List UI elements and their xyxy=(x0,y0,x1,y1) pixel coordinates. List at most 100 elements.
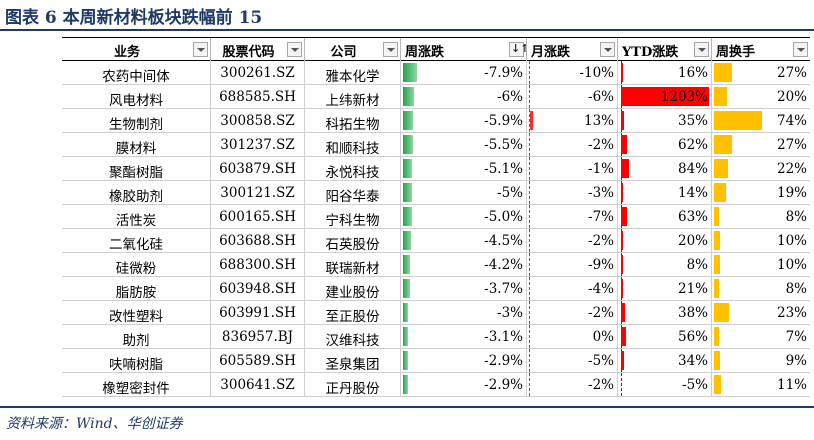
turnover-bar xyxy=(714,159,728,178)
footer-rule xyxy=(0,406,814,408)
filter-dropdown-button[interactable] xyxy=(793,42,808,57)
cell-text: 300641.SZ xyxy=(220,377,295,393)
week-change-bar xyxy=(403,255,410,274)
cell-company: 联瑞新材 xyxy=(304,253,400,276)
ytd-change-bar xyxy=(621,327,626,346)
cell-week-change: -5.0% xyxy=(400,205,526,228)
filter-dropdown-button[interactable] xyxy=(600,42,615,57)
header-turnover: 周换手 xyxy=(711,38,810,61)
cell-text: -2% xyxy=(588,233,614,249)
week-change-bar xyxy=(403,231,411,250)
cell-text: 22% xyxy=(776,161,807,177)
header-industry: 业务 xyxy=(62,38,210,61)
cell-company: 圣泉集团 xyxy=(304,349,400,372)
cell-text: 84% xyxy=(677,161,708,177)
cell-industry: 橡塑密封件 xyxy=(62,373,210,396)
cell-text: 上纬新材 xyxy=(325,93,380,108)
turnover-bar xyxy=(714,231,720,250)
chevron-down-icon xyxy=(797,48,805,52)
cell-turnover: 22% xyxy=(711,157,810,180)
cell-month-change: -2% xyxy=(526,301,617,324)
cell-month-change: -4% xyxy=(526,277,617,300)
figure-title: 图表 6 本周新材料板块跌幅前 15 xyxy=(5,8,263,28)
cell-stock-code: 603991.SH xyxy=(210,301,304,324)
cell-text: 16% xyxy=(677,65,708,81)
cell-text: -5% xyxy=(682,377,708,393)
month-zero-axis xyxy=(529,277,530,300)
cell-turnover: 8% xyxy=(711,277,810,300)
cell-text: 宁科生物 xyxy=(325,213,380,228)
cell-text: -2.9% xyxy=(484,353,523,369)
week-change-bar xyxy=(403,303,408,322)
cell-text: -6% xyxy=(588,89,614,105)
cell-text: 20% xyxy=(776,89,807,105)
cell-ytd-change: 38% xyxy=(617,301,711,324)
cell-text: 300858.SZ xyxy=(220,113,295,129)
cell-text: 836957.BJ xyxy=(221,329,294,345)
turnover-bar xyxy=(714,135,732,154)
week-change-bar xyxy=(403,159,412,178)
cell-month-change: -10% xyxy=(526,61,617,84)
data-table: 业务 股票代码 公司 周涨跌 ↓↑ 月涨跌 YTD涨跌 周换手 农药中间体 300261.SZ 雅… xyxy=(62,37,810,403)
cell-text: -5% xyxy=(588,353,614,369)
cell-text: -2% xyxy=(588,137,614,153)
header-label: YTD涨跌 xyxy=(622,45,679,60)
cell-text: 63% xyxy=(677,209,708,225)
cell-turnover: 10% xyxy=(711,253,810,276)
cell-stock-code: 603948.SH xyxy=(210,277,304,300)
month-zero-axis xyxy=(529,109,530,132)
ytd-change-bar xyxy=(621,135,627,154)
cell-text: 8% xyxy=(785,281,807,297)
cell-company: 石英股份 xyxy=(304,229,400,252)
cell-text: 1203% xyxy=(660,89,708,105)
cell-company: 宁科生物 xyxy=(304,205,400,228)
filter-dropdown-button[interactable] xyxy=(694,42,709,57)
cell-text: 圣泉集团 xyxy=(325,357,380,372)
turnover-bar xyxy=(714,327,719,346)
cell-text: -5.9% xyxy=(484,113,523,129)
month-zero-axis xyxy=(529,325,530,348)
cell-text: 建业股份 xyxy=(325,285,380,300)
cell-text: 74% xyxy=(776,113,807,129)
week-change-bar xyxy=(403,111,413,130)
cell-text: 至正股份 xyxy=(325,309,380,324)
month-change-bar xyxy=(530,111,533,130)
cell-week-change: -2.9% xyxy=(400,373,526,396)
sort-filter-button[interactable]: ↓↑ xyxy=(509,42,529,57)
cell-week-change: -3.7% xyxy=(400,277,526,300)
cell-turnover: 9% xyxy=(711,349,810,372)
cell-text: -3.1% xyxy=(484,329,523,345)
header-company: 公司 xyxy=(304,38,400,61)
turnover-bar xyxy=(714,87,727,106)
table-header: 业务 股票代码 公司 周涨跌 ↓↑ 月涨跌 YTD涨跌 周换手 xyxy=(62,37,810,61)
cell-text: -10% xyxy=(579,65,614,81)
turnover-bar xyxy=(714,351,720,370)
table-row: 聚酯树脂 603879.SH 永悦科技 -5.1% -1% 84% 22% xyxy=(62,157,810,181)
cell-month-change: -2% xyxy=(526,133,617,156)
filter-dropdown-button[interactable] xyxy=(383,42,398,57)
week-change-bar xyxy=(403,327,408,346)
cell-industry: 橡胶助剂 xyxy=(62,181,210,204)
chevron-down-icon xyxy=(604,48,612,52)
cell-ytd-change: 84% xyxy=(617,157,711,180)
cell-month-change: -6% xyxy=(526,85,617,108)
table-row: 橡胶助剂 300121.SZ 阳谷华泰 -5% -3% 14% 19% xyxy=(62,181,810,205)
cell-text: 雅本化学 xyxy=(325,69,380,84)
cell-text: 14% xyxy=(677,185,708,201)
cell-industry: 生物制剂 xyxy=(62,109,210,132)
table-row: 二氧化硅 603688.SH 石英股份 -4.5% -2% 20% 10% xyxy=(62,229,810,253)
table-row: 橡塑密封件 300641.SZ 正丹股份 -2.9% -2% -5% 11% xyxy=(62,373,810,397)
cell-turnover: 27% xyxy=(711,61,810,84)
cell-text: 300121.SZ xyxy=(220,185,295,201)
month-zero-axis xyxy=(529,253,530,276)
month-zero-axis xyxy=(529,349,530,372)
cell-ytd-change: 14% xyxy=(617,181,711,204)
table-row: 活性炭 600165.SH 宁科生物 -5.0% -7% 63% 8% xyxy=(62,205,810,229)
header-label: 周换手 xyxy=(716,45,756,60)
chevron-down-icon xyxy=(698,48,706,52)
filter-dropdown-button[interactable] xyxy=(193,42,208,57)
filter-dropdown-button[interactable] xyxy=(287,42,302,57)
cell-month-change: 0% xyxy=(526,325,617,348)
chevron-down-icon xyxy=(387,48,395,52)
cell-text: -2% xyxy=(588,377,614,393)
